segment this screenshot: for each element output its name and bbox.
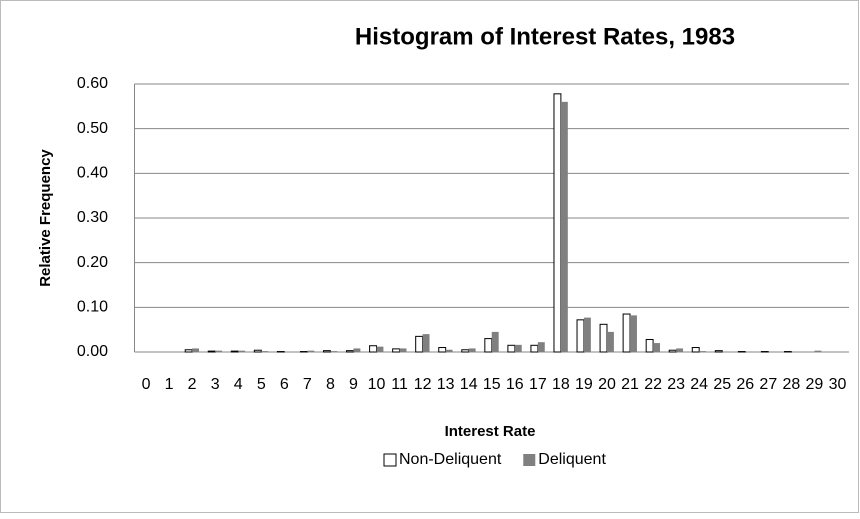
- x-tick-label: 7: [303, 376, 312, 393]
- bar: [623, 314, 630, 352]
- x-tick-label: 30: [829, 376, 847, 393]
- x-tick-label: 5: [257, 376, 266, 393]
- y-tick-label: 0.40: [77, 165, 108, 182]
- bar: [192, 348, 199, 352]
- bar: [238, 351, 245, 352]
- bar: [692, 348, 699, 352]
- x-tick-label: 6: [280, 376, 289, 393]
- x-tick-label: 14: [460, 376, 478, 393]
- bar: [231, 351, 238, 352]
- bar: [469, 348, 476, 352]
- bar: [370, 346, 377, 352]
- x-tick-label: 13: [437, 376, 455, 393]
- x-tick-label: 1: [165, 376, 174, 393]
- bar: [538, 342, 545, 352]
- x-tick-label: 20: [598, 376, 616, 393]
- y-tick-label: 0.20: [77, 254, 108, 271]
- bar: [577, 320, 584, 352]
- bar: [646, 339, 653, 352]
- bar: [254, 350, 261, 352]
- bar: [814, 351, 821, 352]
- bar: [515, 345, 522, 352]
- bar: [215, 351, 222, 352]
- x-tick-label: 18: [552, 376, 570, 393]
- bar: [462, 350, 469, 352]
- bar: [353, 348, 360, 352]
- bar: [485, 339, 492, 352]
- bar: [307, 351, 314, 352]
- bar: [584, 318, 591, 352]
- x-tick-label: 25: [713, 376, 731, 393]
- x-tick-label: 19: [575, 376, 593, 393]
- chart-title: Histogram of Interest Rates, 1983: [355, 23, 735, 50]
- y-tick-label: 0.30: [77, 209, 108, 226]
- bar: [699, 351, 706, 352]
- bar: [492, 332, 499, 352]
- x-tick-label: 10: [368, 376, 386, 393]
- bar: [323, 351, 330, 352]
- x-tick-label: 22: [644, 376, 662, 393]
- x-tick-label: 26: [736, 376, 754, 393]
- x-axis-title: Interest Rate: [445, 423, 536, 440]
- bar: [561, 102, 568, 352]
- bar: [208, 351, 215, 352]
- bar: [446, 350, 453, 352]
- bar: [416, 336, 423, 352]
- bar: [607, 332, 614, 352]
- y-axis-title: Relative Frequency: [37, 149, 54, 287]
- x-tick-label: 11: [391, 376, 408, 393]
- legend-swatch: [384, 454, 396, 466]
- bar: [676, 348, 683, 352]
- bar: [377, 347, 384, 352]
- y-tick-label: 0.10: [77, 299, 108, 316]
- x-tick-label: 29: [806, 376, 824, 393]
- bar: [439, 348, 446, 352]
- bar: [185, 350, 192, 352]
- legend-swatch: [523, 454, 535, 466]
- bar: [653, 343, 660, 352]
- x-tick-label: 3: [211, 376, 220, 393]
- bar: [508, 345, 515, 352]
- bar: [261, 351, 268, 352]
- legend-label: Deliquent: [538, 451, 606, 468]
- y-tick-label: 0.60: [77, 75, 108, 92]
- bar: [531, 345, 538, 352]
- x-tick-label: 27: [759, 376, 777, 393]
- x-tick-label: 23: [667, 376, 685, 393]
- bar: [554, 94, 561, 352]
- x-tick-label: 8: [326, 376, 335, 393]
- bar: [423, 334, 430, 352]
- legend-label: Non-Deliquent: [399, 451, 502, 468]
- bar: [330, 351, 337, 352]
- y-tick-label: 0.00: [77, 343, 108, 360]
- x-tick-label: 4: [234, 376, 243, 393]
- x-tick-label: 16: [506, 376, 524, 393]
- bar: [347, 351, 354, 352]
- bar: [669, 350, 676, 352]
- x-tick-label: 0: [142, 376, 151, 393]
- x-tick-label: 17: [529, 376, 547, 393]
- bar: [393, 349, 400, 352]
- x-tick-label: 12: [414, 376, 432, 393]
- x-tick-label: 28: [782, 376, 800, 393]
- bar: [400, 348, 407, 352]
- bar: [600, 324, 607, 352]
- y-tick-label: 0.50: [77, 120, 108, 137]
- x-tick-label: 2: [188, 376, 197, 393]
- x-tick-label: 24: [690, 376, 708, 393]
- bar: [715, 351, 722, 352]
- x-tick-label: 21: [621, 376, 639, 393]
- x-tick-label: 15: [483, 376, 501, 393]
- x-tick-label: 9: [349, 376, 358, 393]
- bar: [630, 315, 637, 352]
